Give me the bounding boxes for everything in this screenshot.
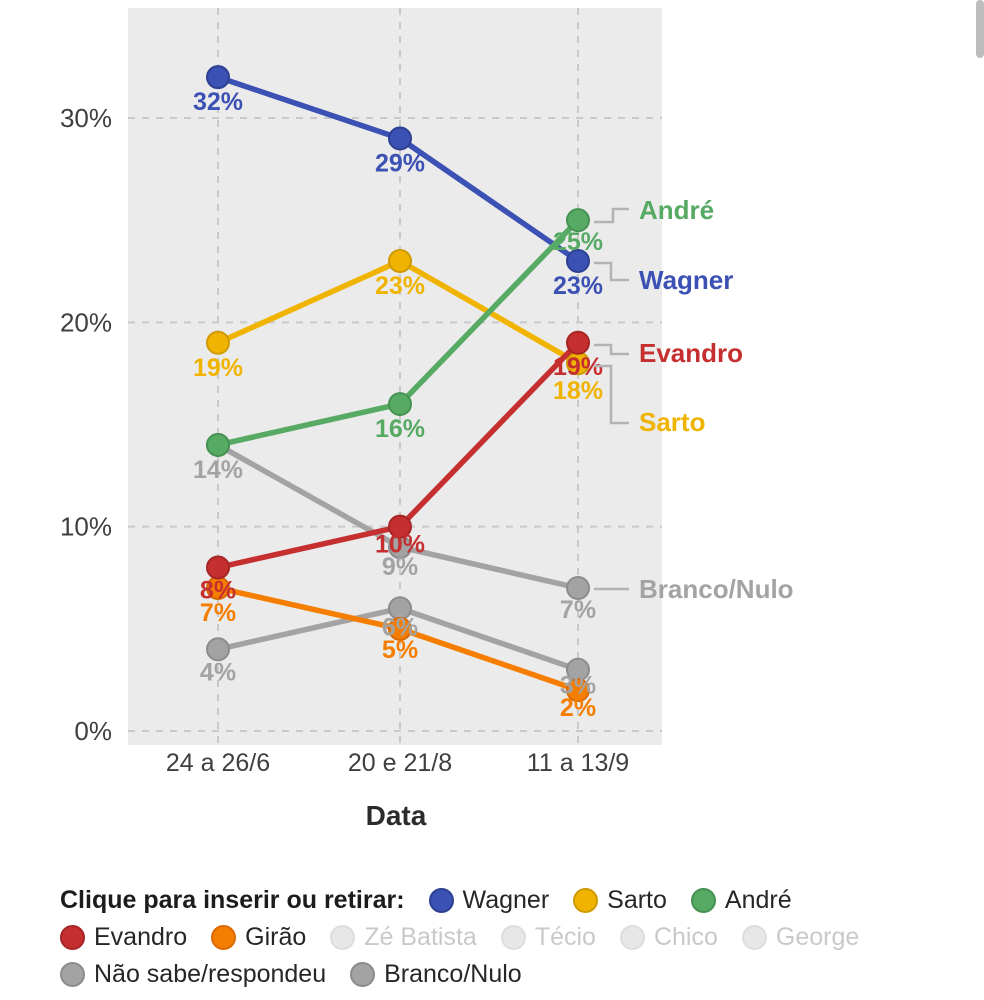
end-label-connector [594, 364, 629, 425]
point-label-girao-2: 2% [560, 694, 596, 722]
legend-label: Zé Batista [364, 923, 477, 951]
legend-label: Branco/Nulo [384, 960, 522, 988]
end-label-connector [594, 343, 629, 356]
legend-dot-evandro [60, 925, 85, 950]
legend-dot-chico [619, 925, 645, 950]
point-label-evandro-0: 8% [200, 577, 236, 605]
point-label-evandro-1: 10% [375, 531, 425, 559]
point-label-wagner-1: 29% [375, 149, 425, 177]
series-andre [206, 208, 590, 457]
legend-dot-ze-batista [330, 925, 356, 950]
legend-item-evandro[interactable]: Evandro [60, 923, 187, 952]
point-label-branco-nulo-1: 9% [382, 553, 418, 581]
data-point-nao-sabe-respondeu-0 [206, 637, 230, 662]
legend-item-nao-sabe-respondeu[interactable]: Não sabe/respondeu [60, 960, 326, 989]
legend-label: Girão [245, 923, 307, 951]
data-point-evandro-2 [566, 330, 590, 355]
data-point-wagner-2 [566, 249, 590, 274]
point-label-sarto-1: 23% [375, 272, 425, 300]
x-axis-title: Data [366, 800, 427, 831]
legend-row-1: Clique para inserir ou retirar: Wagner Sar… [60, 882, 970, 919]
series-end-label-sarto: Sarto [639, 407, 705, 437]
point-label-andre-1: 16% [375, 415, 425, 443]
legend-item-sarto[interactable]: Sarto [573, 886, 667, 915]
legend-item-ze-batista[interactable]: Zé Batista [330, 923, 477, 952]
series-end-label-branco-nulo: Branco/Nulo [639, 574, 794, 604]
end-label-connector [594, 261, 629, 282]
legend-item-wagner[interactable]: Wagner [428, 886, 550, 915]
y-tick-label: 0% [74, 716, 112, 746]
data-point-andre-0 [206, 432, 230, 457]
point-label-nao-sabe-respondeu-1: 6% [382, 613, 418, 641]
data-point-sarto-1 [388, 249, 412, 274]
legend-row-3: Não sabe/respondeu Branco/Nulo [60, 956, 970, 993]
legend-item-andre[interactable]: André [690, 886, 792, 915]
scrollbar-thumb[interactable] [976, 0, 984, 58]
legend-label: Chico [653, 923, 718, 951]
legend-label: André [724, 886, 792, 914]
point-label-sarto-0: 19% [193, 354, 243, 382]
legend-dot-george [741, 925, 767, 950]
data-point-wagner-1 [388, 126, 412, 151]
legend-row-2: Evandro Girão Zé Batista Técio Chico George [60, 919, 970, 956]
data-point-girao-1 [388, 616, 412, 641]
legend-item-george[interactable]: George [741, 923, 860, 952]
point-label-branco-nulo-0: 14% [193, 456, 243, 484]
legend-label: Sarto [607, 886, 667, 914]
series-end-label-evandro: Evandro [639, 338, 743, 368]
series-end-label-andre: André [639, 195, 714, 225]
series-wagner [206, 65, 590, 274]
point-label-branco-nulo-2: 7% [560, 596, 596, 624]
legend-label: Técio [534, 923, 596, 951]
legend-item-branco-nulo[interactable]: Branco/Nulo [350, 960, 522, 989]
legend-label: Wagner [462, 886, 550, 914]
legend-dot-sarto [573, 888, 599, 913]
y-tick-label: 10% [60, 512, 112, 542]
x-tick-label: 11 a 13/9 [527, 749, 629, 777]
legend-dot-andre [690, 888, 716, 913]
series-sarto [206, 249, 590, 376]
point-label-girao-0: 7% [200, 599, 236, 627]
data-point-evandro-1 [388, 514, 412, 539]
end-label-connector [594, 207, 629, 224]
point-label-andre-2: 25% [553, 228, 603, 256]
point-label-girao-1: 5% [382, 636, 418, 664]
legend-dot-nao-sabe-respondeu [60, 962, 85, 987]
data-point-girao-2 [566, 678, 590, 703]
legend-item-chico[interactable]: Chico [619, 923, 718, 952]
legend-label: Evandro [94, 923, 188, 951]
chart-legend: Clique para inserir ou retirar: Wagner Sar… [60, 882, 970, 993]
point-label-wagner-0: 32% [193, 88, 243, 116]
series-end-label-wagner: Wagner [639, 265, 733, 295]
legend-dot-girao [211, 925, 237, 950]
legend-dot-branco-nulo [350, 962, 376, 987]
point-label-nao-sabe-respondeu-0: 4% [200, 658, 236, 686]
legend-dot-tecio [500, 925, 526, 950]
legend-item-tecio[interactable]: Técio [500, 923, 596, 952]
legend-label: Não sabe/respondeu [94, 960, 327, 988]
legend-item-girao[interactable]: Girão [211, 923, 306, 952]
point-label-nao-sabe-respondeu-2: 3% [560, 672, 596, 700]
x-tick-label: 24 a 26/6 [166, 749, 270, 777]
data-point-evandro-0 [206, 555, 230, 580]
point-label-wagner-2: 23% [553, 272, 603, 300]
data-point-wagner-0 [206, 65, 230, 90]
data-point-andre-1 [388, 392, 412, 417]
poll-line-chart: 0% 10% 20% 30% 24 a 26/6 20 e 21/8 11 a 13/9 Da… [60, 8, 794, 831]
legend-title: Clique para inserir ou retirar: [60, 886, 405, 914]
y-tick-label: 30% [60, 103, 112, 133]
data-point-branco-nulo-2 [566, 575, 590, 600]
legend-dot-wagner [428, 888, 454, 913]
legend-label: George [775, 923, 860, 951]
data-point-sarto-0 [206, 330, 230, 355]
data-point-andre-2 [566, 208, 590, 233]
series-evandro [206, 330, 590, 580]
y-tick-label: 20% [60, 307, 112, 337]
point-label-sarto-2: 18% [553, 377, 603, 405]
x-tick-label: 20 e 21/8 [348, 749, 452, 777]
